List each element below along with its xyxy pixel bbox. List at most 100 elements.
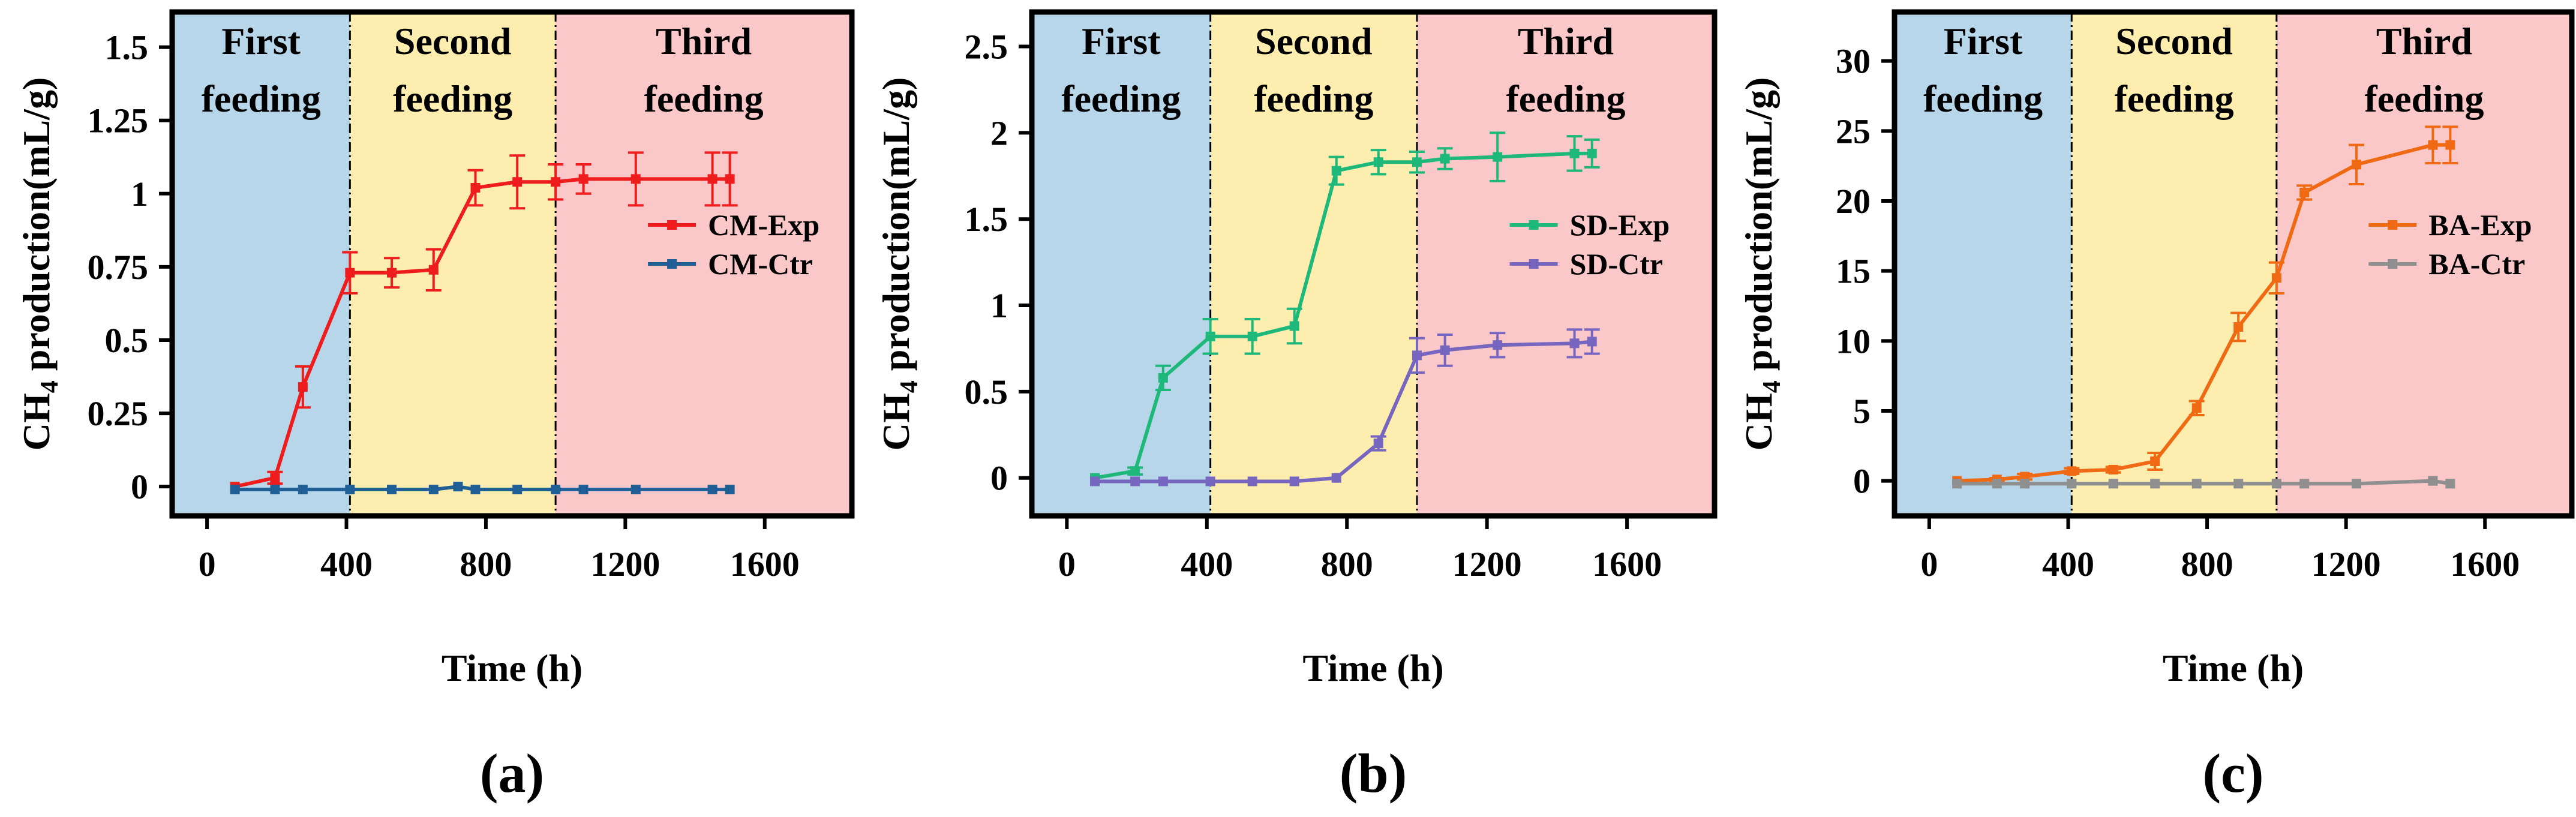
data-point xyxy=(2299,479,2310,489)
data-point xyxy=(2445,140,2455,150)
data-point xyxy=(1247,331,1257,341)
data-point xyxy=(1992,479,2002,489)
y-label-subscript: 4 xyxy=(896,380,923,393)
data-point xyxy=(551,177,561,187)
region-label: Third xyxy=(656,20,752,62)
legend-swatch-marker xyxy=(1529,220,1539,230)
data-point xyxy=(1130,476,1140,486)
data-point xyxy=(1331,166,1341,176)
feeding-region-2 xyxy=(350,12,556,516)
y-label-subscript: 4 xyxy=(36,380,64,393)
legend-label: BA-Ctr xyxy=(2428,247,2525,281)
x-tick-label: 400 xyxy=(1181,545,1233,584)
data-point xyxy=(1373,438,1383,449)
data-point xyxy=(2108,479,2118,489)
data-point xyxy=(1569,148,1580,158)
x-tick-label: 0 xyxy=(199,545,216,584)
legend-item-sd-exp: SD-Exp xyxy=(1509,208,1670,242)
y-tick-label: 0 xyxy=(131,467,148,506)
x-tick-label: 1600 xyxy=(730,545,800,584)
data-point xyxy=(1587,148,1597,158)
data-point xyxy=(387,485,397,495)
x-tick-label: 1600 xyxy=(2450,545,2520,584)
region-label: Third xyxy=(2376,20,2472,62)
data-point xyxy=(428,485,439,495)
data-point xyxy=(2150,456,2160,466)
series-sd-ctr xyxy=(1090,328,1600,486)
y-tick-label: 20 xyxy=(1836,182,1871,221)
data-point xyxy=(1331,473,1341,483)
data-point xyxy=(578,485,589,495)
legend-swatch-marker xyxy=(2388,259,2398,269)
legend-item-cm-exp: CM-Exp xyxy=(648,208,819,242)
y-tick-label: 1.25 xyxy=(88,101,149,140)
data-point xyxy=(2271,273,2281,283)
plot-frame xyxy=(169,9,855,519)
data-point xyxy=(551,485,561,495)
y-axis-label: CH4 production(mL/g) xyxy=(1737,77,1786,451)
data-point xyxy=(345,268,355,278)
data-point xyxy=(298,485,308,495)
y-tick-label: 2.5 xyxy=(965,28,1008,67)
data-point xyxy=(1289,476,1299,486)
data-point xyxy=(1247,476,1257,486)
feeding-region-3 xyxy=(556,12,852,516)
legend-label: CM-Ctr xyxy=(708,247,813,281)
data-point xyxy=(428,265,439,275)
region-label: feeding xyxy=(202,77,321,120)
legend-swatch-marker xyxy=(667,220,677,230)
x-tick-label: 400 xyxy=(320,545,373,584)
data-point xyxy=(2067,479,2077,489)
legend-label: SD-Exp xyxy=(1570,208,1670,242)
data-point xyxy=(2233,322,2244,332)
data-point xyxy=(707,174,717,184)
x-tick-label: 0 xyxy=(1058,545,1076,584)
feeding-region-3 xyxy=(2276,12,2572,516)
x-tick-label: 800 xyxy=(460,545,512,584)
data-point xyxy=(470,183,481,193)
legend-swatch-marker xyxy=(667,259,677,269)
legend-item-ba-exp: BA-Exp xyxy=(2368,208,2532,242)
legend-item-ba-ctr: BA-Ctr xyxy=(2368,247,2525,281)
feeding-region-1 xyxy=(1895,12,2072,516)
feeding-region-2 xyxy=(2071,12,2277,516)
y-tick-label: 0.5 xyxy=(105,321,149,360)
data-point xyxy=(1569,338,1580,349)
data-point xyxy=(512,485,523,495)
y-tick-label: 1.5 xyxy=(965,200,1008,239)
data-point xyxy=(345,485,355,495)
y-tick-label: 25 xyxy=(1836,112,1871,151)
data-point xyxy=(2271,479,2281,489)
data-point xyxy=(1373,157,1383,167)
y-axis-label: CH4 production(mL/g) xyxy=(15,77,64,451)
x-tick-label: 800 xyxy=(2181,545,2233,584)
data-point xyxy=(1205,476,1215,486)
data-point xyxy=(298,382,308,392)
series-sd-exp xyxy=(1090,131,1600,483)
data-point xyxy=(2299,188,2310,197)
data-point xyxy=(1493,340,1503,350)
data-point xyxy=(631,485,641,495)
data-point xyxy=(725,174,735,184)
data-point xyxy=(512,177,523,187)
y-tick-label: 1 xyxy=(131,175,148,214)
region-label: feeding xyxy=(393,77,512,120)
data-point xyxy=(578,174,589,184)
plot-frame xyxy=(1892,9,2575,519)
legend-label: CM-Exp xyxy=(708,208,819,242)
panel-label: (a) xyxy=(480,743,544,804)
legend-label: BA-Exp xyxy=(2428,208,2532,242)
data-point xyxy=(1158,373,1168,383)
x-tick-label: 400 xyxy=(2042,545,2094,584)
y-tick-label: 0.25 xyxy=(88,394,149,433)
data-point xyxy=(1587,337,1597,347)
data-point xyxy=(387,268,397,278)
data-point xyxy=(1440,345,1450,355)
x-axis-label: Time (h) xyxy=(2163,647,2304,689)
legend-swatch-marker xyxy=(2388,220,2398,230)
y-label-ch: CH xyxy=(1737,393,1780,450)
x-axis-label: Time (h) xyxy=(1302,647,1443,689)
data-point xyxy=(230,485,240,495)
